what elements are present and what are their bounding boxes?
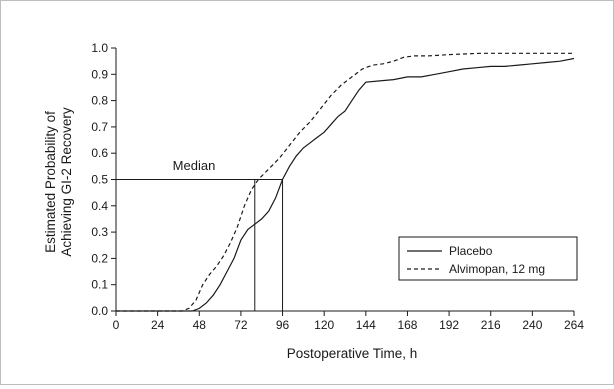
y-tick-label: 0.7 <box>91 120 108 134</box>
x-tick-label: 96 <box>276 318 290 332</box>
series-line-placebo <box>116 57 575 312</box>
median-annotation: Median <box>173 158 216 173</box>
legend-label-alvimopan: Alvimopan, 12 mg <box>449 262 545 276</box>
legend-box <box>398 236 578 281</box>
legend: Placebo Alvimopan, 12 mg <box>398 236 578 281</box>
y-tick-label: 0.3 <box>91 225 108 239</box>
x-tick-label: 48 <box>193 318 207 332</box>
y-axis-label-line-1: Estimated Probability of <box>43 111 58 253</box>
y-tick-label: 0.9 <box>91 67 108 81</box>
y-tick-label: 0.2 <box>91 251 108 265</box>
x-tick-label: 264 <box>564 318 584 332</box>
x-tick-label: 192 <box>439 318 459 332</box>
ticks: 0 24 48 72 96 120 144 168 192 216 240 264 0.0 0.1 0.2 0… <box>91 41 584 332</box>
y-tick-label: 0.8 <box>91 94 108 108</box>
series-line-alvimopan <box>116 52 574 312</box>
x-tick-label: 120 <box>314 318 334 332</box>
x-axis-label: Postoperative Time, h <box>287 346 418 361</box>
x-tick-label: 216 <box>481 318 501 332</box>
series-group <box>116 52 575 312</box>
x-tick-label: 0 <box>113 318 120 332</box>
x-tick-label: 168 <box>397 318 417 332</box>
y-tick-label: 0.6 <box>91 146 108 160</box>
y-tick-label: 0.4 <box>91 199 108 213</box>
x-tick-label: 240 <box>522 318 542 332</box>
median-lines <box>116 179 284 311</box>
legend-label-placebo: Placebo <box>449 244 493 258</box>
y-tick-label: 0.0 <box>91 304 108 318</box>
x-tick-label: 24 <box>151 318 165 332</box>
y-axis-label-line-2: Achieving GI-2 Recovery <box>59 107 74 257</box>
y-tick-label: 0.1 <box>91 278 108 292</box>
y-tick-label: 0.5 <box>91 173 108 187</box>
x-tick-label: 144 <box>356 318 376 332</box>
y-tick-label: 1.0 <box>91 41 108 55</box>
x-tick-label: 72 <box>234 318 248 332</box>
